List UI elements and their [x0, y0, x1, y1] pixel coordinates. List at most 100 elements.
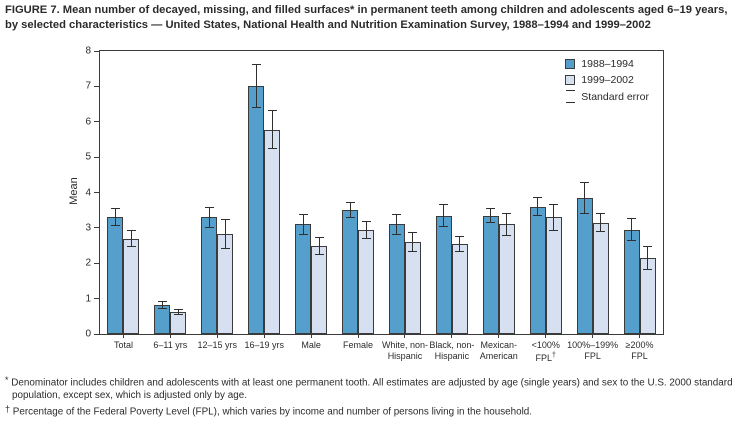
error-bar [408, 232, 418, 252]
footnote-denominator: * Denominator includes children and adol… [5, 374, 734, 403]
y-axis-tick-label: 5 [85, 151, 91, 163]
x-category-label: 12–15 yrs [197, 340, 238, 350]
error-bar [345, 202, 355, 218]
error-bar [267, 110, 277, 149]
legend-label: 1999–2002 [581, 74, 634, 86]
y-axis-tick [94, 262, 100, 264]
error-bar [173, 309, 183, 315]
error-bar-icon [565, 90, 575, 103]
error-bar [251, 64, 261, 109]
x-axis-tick [592, 334, 594, 338]
legend-label: 1988–1994 [581, 58, 634, 70]
error-bar [643, 246, 653, 270]
legend-item-1999-2002: 1999–2002 [565, 74, 649, 86]
bar-1988-1994 [107, 217, 124, 334]
x-axis-tick [122, 334, 124, 338]
bar-1999-2002 [404, 242, 421, 334]
x-axis-tick [498, 334, 500, 338]
footnote-text: Percentage of the Federal Poverty Level … [12, 406, 533, 417]
y-axis-label: Mean [68, 177, 80, 205]
y-axis-tick [94, 156, 100, 158]
error-bar [298, 213, 308, 235]
y-axis-tick-label: 3 [85, 222, 91, 234]
plot-area: 1988–1994 1999–2002 Standard error 0 1 2 3 4… [85, 46, 664, 363]
legend-item-1988-1994: 1988–1994 [565, 58, 649, 70]
y-axis-tick [94, 333, 100, 335]
bar-1999-2002 [592, 222, 609, 334]
x-category-label: Total [113, 340, 133, 350]
bar-1999-2002 [545, 217, 562, 334]
legend-item-standard-error: Standard error [565, 90, 649, 103]
error-bar [502, 212, 512, 237]
legend: 1988–1994 1999–2002 Standard error [565, 58, 649, 103]
y-axis-tick [94, 50, 100, 52]
bar-1988-1994 [623, 229, 640, 334]
error-bar [596, 213, 606, 233]
y-axis-tick [94, 192, 100, 193]
x-category-label: 100%–199% FPL [567, 340, 619, 361]
y-axis-tick-label: 0 [85, 328, 91, 340]
x-category-label: Male [301, 340, 321, 350]
y-axis-tick-label: 7 [85, 80, 91, 92]
y-axis-tick [94, 121, 100, 123]
bar-1988-1994 [295, 224, 312, 334]
x-axis-tick [545, 334, 547, 338]
bar-1988-1994 [342, 210, 359, 334]
bar-1999-2002 [311, 246, 328, 334]
x-category-label: 16–19 yrs [244, 340, 284, 350]
x-category-label: <100% FPL† [531, 340, 560, 363]
bar-1999-2002 [498, 224, 515, 334]
error-bar [204, 206, 214, 228]
x-category-label: White, non- Hispanic [381, 340, 428, 361]
bar-1988-1994 [529, 206, 546, 334]
y-axis-tick-label: 6 [85, 116, 91, 128]
error-bar [220, 219, 230, 250]
y-axis-tick-label: 8 [85, 45, 91, 57]
x-axis-tick [216, 334, 218, 338]
x-axis-tick [357, 334, 359, 338]
error-bar [627, 218, 637, 241]
error-bar [439, 203, 449, 228]
error-bar [314, 237, 324, 256]
y-axis-tick-label: 4 [85, 187, 91, 198]
bar-1999-2002 [123, 238, 140, 334]
y-axis-tick-label: 2 [85, 257, 91, 269]
error-bar [455, 236, 465, 252]
x-category-label: 6–11 yrs [153, 340, 188, 350]
bar-1988-1994 [201, 217, 218, 334]
legend-swatch-1988-1994-icon [565, 59, 576, 69]
bar-1999-2002 [170, 312, 187, 334]
bar-1988-1994 [154, 305, 171, 334]
error-bar [110, 208, 120, 227]
footnote-fpl: † Percentage of the Federal Poverty Leve… [5, 403, 734, 419]
x-axis-tick [451, 334, 453, 338]
bar-1988-1994 [388, 224, 405, 334]
bar-1988-1994 [576, 197, 593, 334]
error-bar [157, 301, 167, 309]
x-axis-tick [169, 334, 171, 338]
legend-label: Standard error [581, 90, 649, 103]
error-bar [533, 197, 543, 217]
x-axis-tick [404, 334, 406, 338]
x-category-label: Mexican- American [479, 340, 518, 361]
bar-1988-1994 [248, 86, 265, 334]
footnotes: * Denominator includes children and adol… [5, 374, 734, 419]
footnote-text: Denominator includes children and adoles… [11, 377, 733, 402]
footnote-marker: * [5, 375, 9, 385]
error-bar [361, 220, 371, 239]
y-axis-tick [94, 227, 100, 229]
error-bar [486, 208, 496, 223]
error-bar [392, 213, 402, 235]
bar-1999-2002 [358, 229, 375, 334]
x-category-label: Black, non- Hispanic [429, 340, 475, 361]
figure-title: FIGURE 7. Mean number of decayed, missin… [5, 4, 728, 31]
x-axis-tick [263, 334, 265, 338]
bar-1999-2002 [264, 129, 281, 334]
legend-swatch-1999-2002-icon [565, 75, 576, 85]
y-axis-tick-label: 1 [85, 293, 91, 305]
footnote-marker: † [5, 403, 11, 414]
x-category-label: Female [343, 340, 374, 350]
y-axis-tick [94, 298, 100, 300]
y-axis-tick [94, 85, 100, 87]
